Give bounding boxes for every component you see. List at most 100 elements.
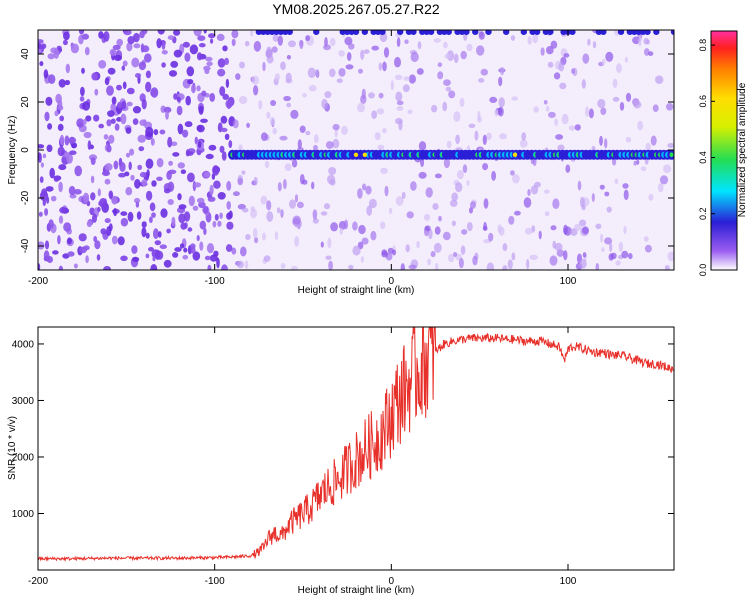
- noise-blob: [274, 231, 278, 241]
- noise-blob: [172, 152, 180, 157]
- noise-blob: [125, 152, 131, 158]
- noise-blob: [83, 131, 92, 139]
- noise-blob: [112, 44, 121, 51]
- noise-blob: [581, 79, 586, 89]
- noise-blob: [44, 240, 50, 250]
- noise-blob: [180, 222, 187, 230]
- noise-blob: [274, 73, 280, 81]
- noise-blob: [396, 106, 404, 111]
- noise-blob: [74, 165, 82, 177]
- noise-blob: [41, 188, 48, 198]
- noise-blob: [472, 255, 478, 266]
- noise-blob: [320, 241, 324, 248]
- noise-blob: [58, 79, 66, 88]
- edge-blob: [547, 30, 554, 35]
- noise-blob: [288, 40, 296, 48]
- colorbar-tick-label: 0.4: [698, 151, 708, 164]
- noise-blob: [258, 100, 263, 110]
- noise-blob: [141, 221, 147, 228]
- noise-blob: [368, 198, 377, 209]
- noise-blob: [601, 247, 605, 253]
- noise-blob: [206, 243, 215, 254]
- noise-blob: [65, 63, 71, 74]
- noise-blob: [132, 118, 139, 125]
- noise-blob: [86, 220, 93, 228]
- noise-blob: [145, 126, 154, 138]
- noise-blob: [494, 109, 499, 117]
- noise-blob: [330, 222, 338, 232]
- noise-blob: [547, 61, 554, 68]
- noise-blob: [543, 100, 548, 105]
- noise-blob: [283, 178, 287, 190]
- noise-blob: [521, 132, 527, 141]
- noise-blob: [283, 95, 291, 102]
- noise-blob: [120, 255, 128, 262]
- noise-blob: [241, 170, 246, 175]
- noise-blob: [167, 35, 175, 40]
- edge-blob: [445, 30, 452, 35]
- noise-blob: [150, 138, 155, 146]
- noise-blob: [177, 193, 182, 201]
- noise-blob: [214, 213, 219, 221]
- noise-blob: [423, 213, 431, 221]
- noise-blob: [434, 173, 442, 179]
- colorbar-ticks: 0.0 0.2 0.4 0.6 0.8: [698, 39, 715, 276]
- snr-series-line: [38, 327, 674, 563]
- noise-blob: [608, 253, 614, 261]
- noise-blob: [604, 237, 613, 245]
- noise-blob: [394, 74, 403, 81]
- colorbar-tick-label: 0.8: [698, 39, 708, 52]
- spectrogram-x-axis-label: Height of straight line (km): [298, 285, 415, 296]
- noise-blob: [410, 181, 417, 191]
- noise-blob: [550, 40, 558, 49]
- noise-blob: [174, 247, 182, 252]
- noise-blob: [108, 190, 114, 199]
- noise-blob: [455, 182, 463, 193]
- noise-blob: [146, 169, 150, 178]
- noise-blob: [366, 205, 373, 216]
- edge-blob: [670, 30, 674, 35]
- band-hotspot: [512, 152, 518, 157]
- snr-ytick-label: 3000: [12, 396, 35, 407]
- noise-blob: [379, 32, 388, 43]
- noise-blob: [212, 165, 220, 176]
- noise-blob: [507, 259, 513, 270]
- noise-blob: [390, 80, 394, 91]
- noise-blob: [323, 44, 331, 51]
- noise-blob: [279, 135, 288, 141]
- noise-blob: [345, 64, 354, 70]
- noise-blob: [510, 170, 515, 176]
- noise-blob: [225, 78, 230, 88]
- noise-blob: [94, 88, 99, 96]
- noise-blob: [136, 211, 142, 220]
- noise-blob: [64, 79, 71, 86]
- noise-blob: [652, 104, 659, 112]
- noise-blob: [313, 144, 318, 152]
- noise-blob: [210, 38, 214, 44]
- noise-blob: [187, 172, 195, 183]
- noise-blob: [138, 61, 147, 71]
- snr-x-ticks: -200 -100 0 100: [28, 327, 577, 587]
- noise-blob: [410, 51, 419, 63]
- noise-blob: [266, 200, 272, 211]
- noise-blob: [232, 119, 239, 129]
- noise-blob: [428, 228, 433, 240]
- noise-blob: [448, 253, 455, 263]
- noise-blob: [582, 252, 587, 258]
- noise-blob: [371, 110, 377, 119]
- noise-blob: [186, 66, 195, 77]
- colorbar: 0.0 0.2 0.4 0.6 0.8 Normalized spectral ampl…: [698, 30, 748, 276]
- noise-blob: [64, 135, 70, 146]
- noise-blob: [50, 195, 57, 202]
- noise-blob: [407, 109, 413, 115]
- noise-blob: [205, 56, 213, 62]
- noise-blob: [270, 100, 277, 106]
- noise-blob: [118, 172, 126, 178]
- noise-blob: [391, 249, 397, 256]
- noise-blob: [284, 163, 292, 172]
- noise-blob: [213, 180, 221, 189]
- noise-blob: [502, 243, 508, 252]
- noise-blob: [568, 125, 576, 131]
- noise-blob: [599, 184, 605, 190]
